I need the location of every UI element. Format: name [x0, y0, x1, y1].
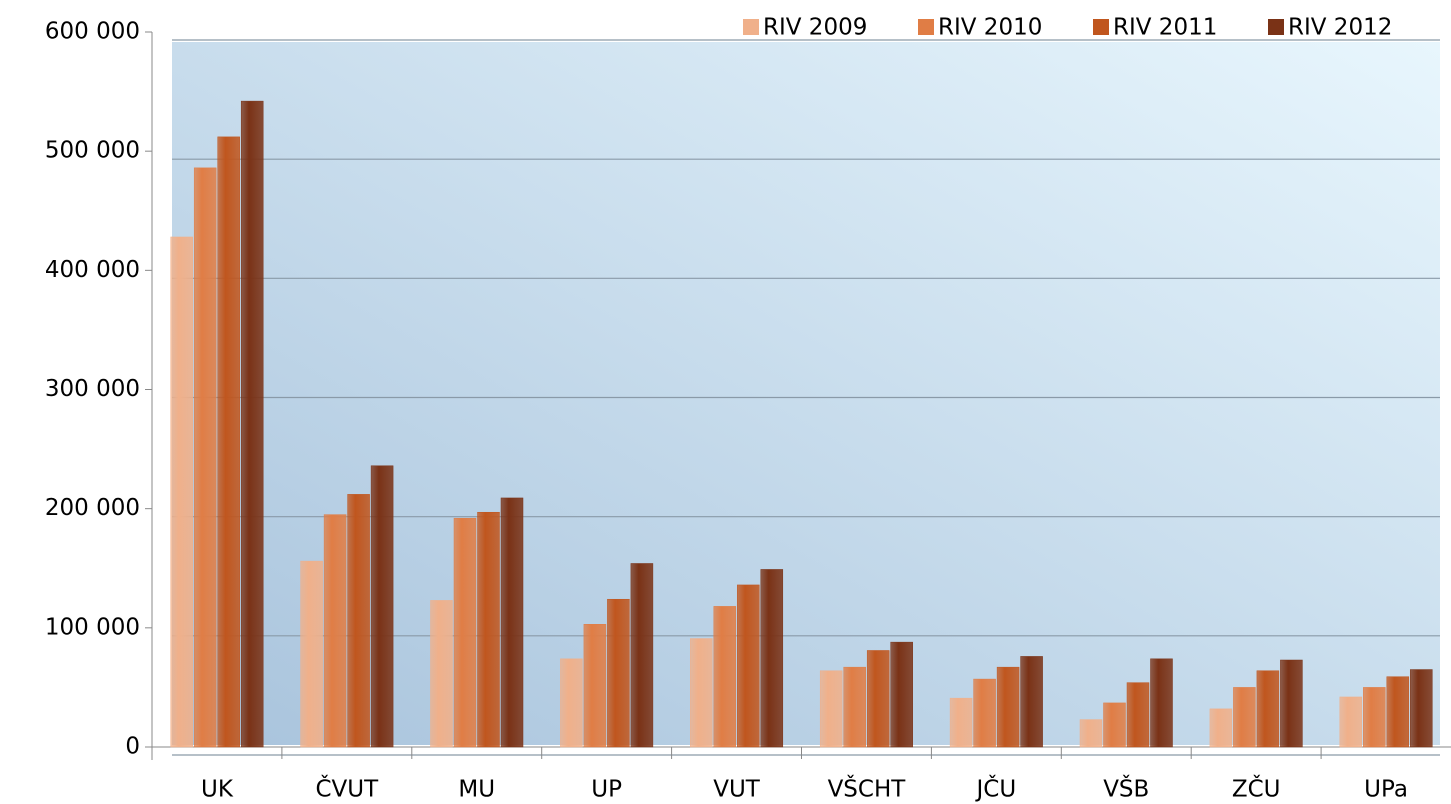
bar [890, 641, 913, 748]
bar [1363, 687, 1386, 748]
bar [973, 678, 996, 748]
bar [240, 100, 264, 748]
bar [500, 497, 524, 748]
bar [1233, 687, 1256, 748]
legend-swatch [1093, 19, 1109, 35]
bar [630, 563, 654, 748]
x-tick-label: UP [591, 777, 622, 803]
bar [560, 658, 583, 748]
legend-label: RIV 2009 [763, 15, 867, 41]
bar [607, 598, 630, 748]
bar [690, 638, 713, 748]
bar [583, 624, 607, 748]
bar [737, 584, 760, 748]
legend-label: RIV 2011 [1113, 15, 1217, 41]
bar [949, 697, 973, 748]
bar [1103, 702, 1126, 748]
y-tick-label: 400 000 [45, 257, 140, 283]
bar [217, 136, 240, 748]
x-tick-label: VŠB [1103, 775, 1149, 803]
x-tick-label: ZČU [1232, 775, 1281, 803]
bar [1256, 670, 1280, 748]
x-tick-label: ČVUT [316, 775, 380, 803]
bar [1209, 708, 1233, 748]
bar [1339, 696, 1363, 748]
bar [300, 560, 323, 748]
legend-swatch [1268, 19, 1284, 35]
bar [1020, 656, 1043, 748]
x-tick-label: UPa [1364, 777, 1408, 803]
bar [477, 511, 500, 748]
bar [996, 666, 1020, 748]
bar [1126, 682, 1150, 748]
x-tick-label: JČU [975, 775, 1017, 803]
bar [1280, 659, 1303, 748]
x-tick-label: VŠCHT [828, 775, 907, 803]
x-tick-label: VUT [713, 777, 761, 803]
bar [193, 167, 217, 748]
bar [1410, 669, 1433, 748]
x-tick-label: UK [201, 777, 234, 803]
y-tick-label: 100 000 [45, 614, 140, 640]
bar [1386, 676, 1410, 748]
x-tick-label: MU [458, 777, 495, 803]
bar [713, 606, 737, 748]
bar [760, 569, 784, 748]
bar [1079, 719, 1103, 748]
bar [370, 465, 394, 748]
y-tick-label: 200 000 [45, 495, 140, 521]
y-tick-label: 500 000 [45, 138, 140, 164]
bar [453, 517, 477, 748]
y-tick-label: 600 000 [45, 19, 140, 45]
y-tick-label: 300 000 [45, 376, 140, 402]
bar [170, 236, 193, 748]
y-tick-label: 0 [125, 734, 140, 760]
legend-label: RIV 2010 [938, 15, 1042, 41]
legend-swatch [918, 19, 934, 35]
legend-label: RIV 2012 [1288, 15, 1392, 41]
legend-swatch [743, 19, 759, 35]
bar [866, 650, 890, 748]
bar [347, 494, 370, 748]
bar [819, 670, 843, 748]
bar [430, 600, 453, 748]
bar [843, 666, 866, 748]
bar [323, 514, 347, 748]
bar [1150, 658, 1173, 748]
